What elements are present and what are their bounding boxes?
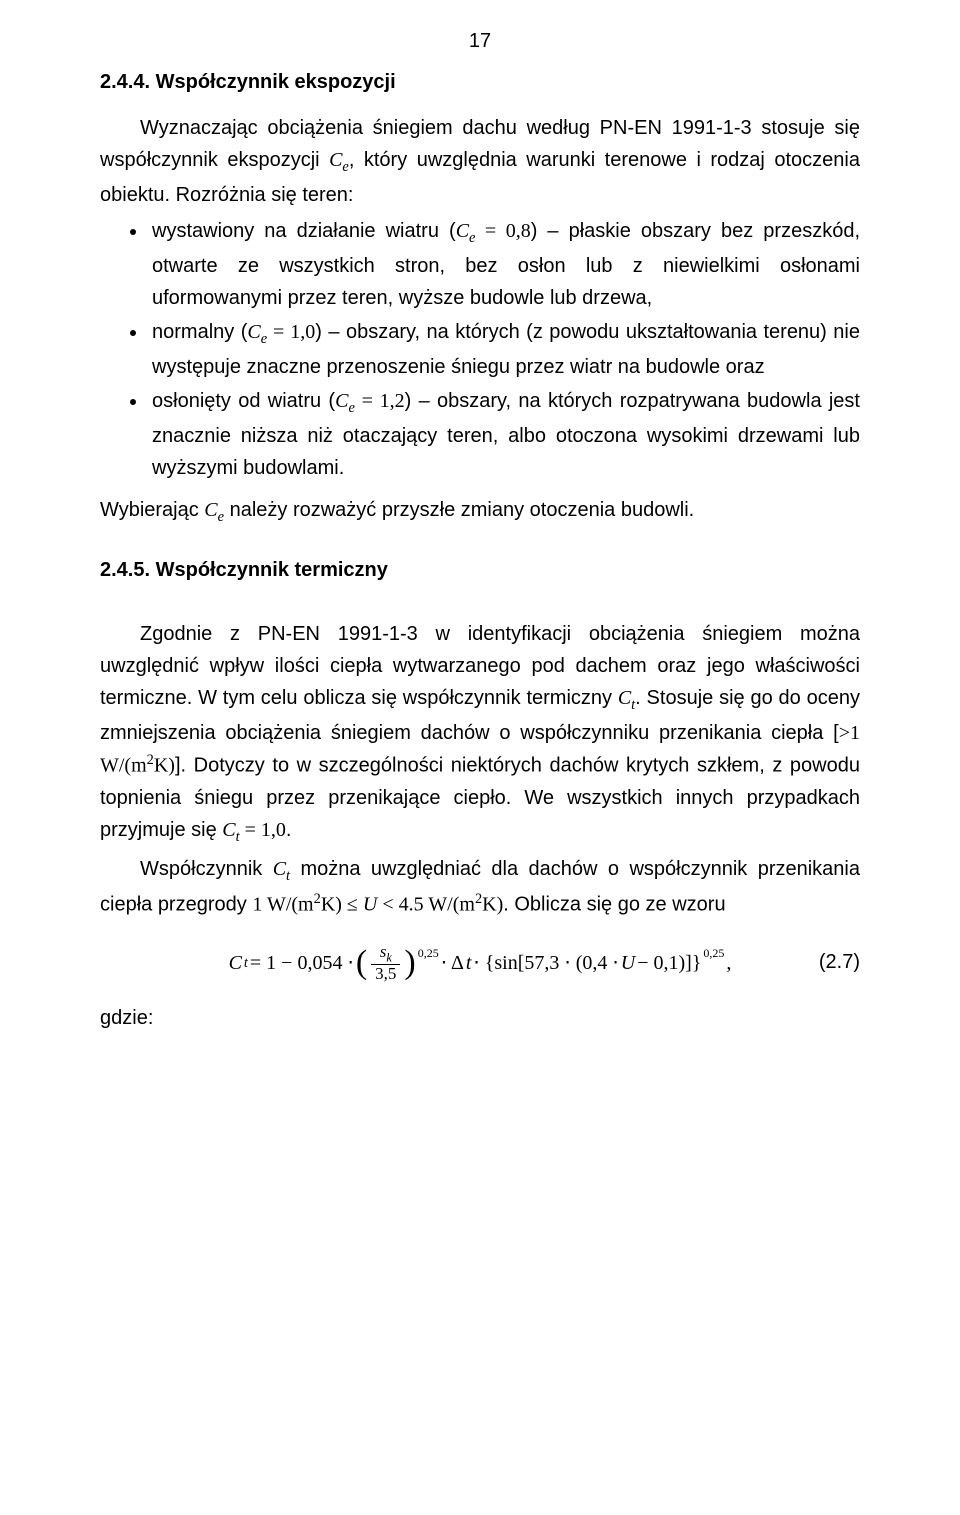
value: = 1,2 <box>355 390 405 412</box>
section-heading-245: 2.4.5. Współczynnik termiczny <box>100 559 860 582</box>
page-number: 17 <box>100 30 860 53</box>
text: ]. Dotyczy to w szczególności niektórych… <box>100 755 860 841</box>
symbol: C <box>204 499 217 521</box>
exponent: 2 <box>147 752 154 768</box>
exponent: 0,25 <box>703 947 724 959</box>
section-244-outro: Wybierając Ce należy rozważyć przyszłe z… <box>100 494 860 529</box>
section-245-p1: Zgodnie z PN-EN 1991-1-3 w identyfikacji… <box>100 618 860 849</box>
symbol-sub: k <box>386 950 391 964</box>
paren-close-icon: ) <box>404 948 415 979</box>
equation-body: Ct = 1 − 0,054 ⋅ ( sk 3,5 )0,25 ⋅ Δt ⋅ {… <box>229 943 732 983</box>
symbol-ct: C <box>618 687 631 709</box>
where-label: gdzie: <box>100 1007 860 1030</box>
text: normalny ( <box>152 321 247 343</box>
eq-part: = 1 − 0,054 ⋅ <box>250 953 354 973</box>
equation-number: (2.7) <box>819 951 860 974</box>
value: = 1,0 <box>267 321 315 343</box>
list-item: normalny (Ce = 1,0) – obszary, na któryc… <box>148 316 860 383</box>
value: = 1,0 <box>240 819 286 841</box>
eq-part: ⋅ {sin[57,3 ⋅ (0,4 ⋅ <box>473 953 618 973</box>
range: K) <box>482 894 503 916</box>
text: osłonięty od wiatru ( <box>152 390 335 412</box>
symbol-u: U <box>621 953 635 973</box>
symbol-ce: C <box>329 149 342 171</box>
range: < 4.5 W/(m <box>377 894 475 916</box>
symbol: C <box>222 819 235 841</box>
list-item: osłonięty od wiatru (Ce = 1,2) – obszary… <box>148 385 860 484</box>
list-item: wystawiony na działanie wiatru (Ce = 0,8… <box>148 215 860 314</box>
symbol-dt: t <box>466 953 472 973</box>
symbol-u: U <box>363 894 377 916</box>
symbol: C <box>247 321 260 343</box>
fraction: sk 3,5 <box>371 943 400 983</box>
unit: K) <box>154 755 175 777</box>
exponent: 0,25 <box>418 947 439 959</box>
paren-open-icon: ( <box>356 948 367 979</box>
eq-part: − 0,1)]} <box>637 953 701 973</box>
symbol: C <box>273 858 286 880</box>
symbol: C <box>456 220 469 242</box>
range: 1 W/(m <box>252 894 313 916</box>
eq-lhs-sub: t <box>244 956 248 970</box>
text: Współczynnik <box>140 858 273 880</box>
text: należy rozważyć przyszłe zmiany otoczeni… <box>224 499 694 521</box>
text: wystawiony na działanie wiatru ( <box>152 220 456 242</box>
spacer <box>100 533 860 559</box>
equation-2-7: Ct = 1 − 0,054 ⋅ ( sk 3,5 )0,25 ⋅ Δt ⋅ {… <box>100 943 860 983</box>
fraction-den: 3,5 <box>371 964 400 983</box>
eq-lhs-sym: C <box>229 953 242 973</box>
text: . Oblicza się go ze wzoru <box>503 894 725 916</box>
section-heading-244: 2.4.4. Współczynnik ekspozycji <box>100 71 860 94</box>
range: K) ≤ <box>321 894 363 916</box>
eq-part: ⋅ Δ <box>441 953 464 973</box>
bullet-list: wystawiony na działanie wiatru (Ce = 0,8… <box>100 215 860 484</box>
symbol: C <box>335 390 348 412</box>
exponent: 2 <box>314 891 321 907</box>
value: = 0,8 <box>475 220 530 242</box>
text: . <box>286 819 292 841</box>
fraction-num: sk <box>376 943 396 964</box>
document-page: 17 2.4.4. Współczynnik ekspozycji Wyznac… <box>0 0 960 1515</box>
section-244-intro: Wyznaczając obciążenia śniegiem dachu we… <box>100 112 860 211</box>
eq-tail: , <box>726 953 731 973</box>
spacer <box>100 600 860 618</box>
section-245-p2: Współczynnik Ct można uwzględniać dla da… <box>100 853 860 921</box>
text: Wybierając <box>100 499 204 521</box>
